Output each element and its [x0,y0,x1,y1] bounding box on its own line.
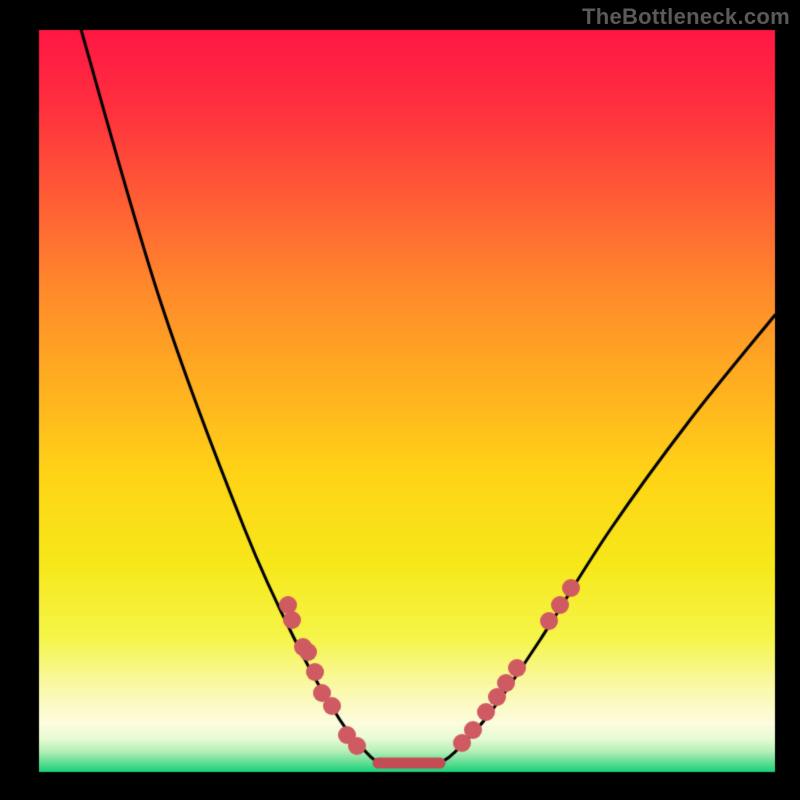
watermark-text: TheBottleneck.com [582,4,790,30]
bottleneck-curve-chart [0,0,800,800]
